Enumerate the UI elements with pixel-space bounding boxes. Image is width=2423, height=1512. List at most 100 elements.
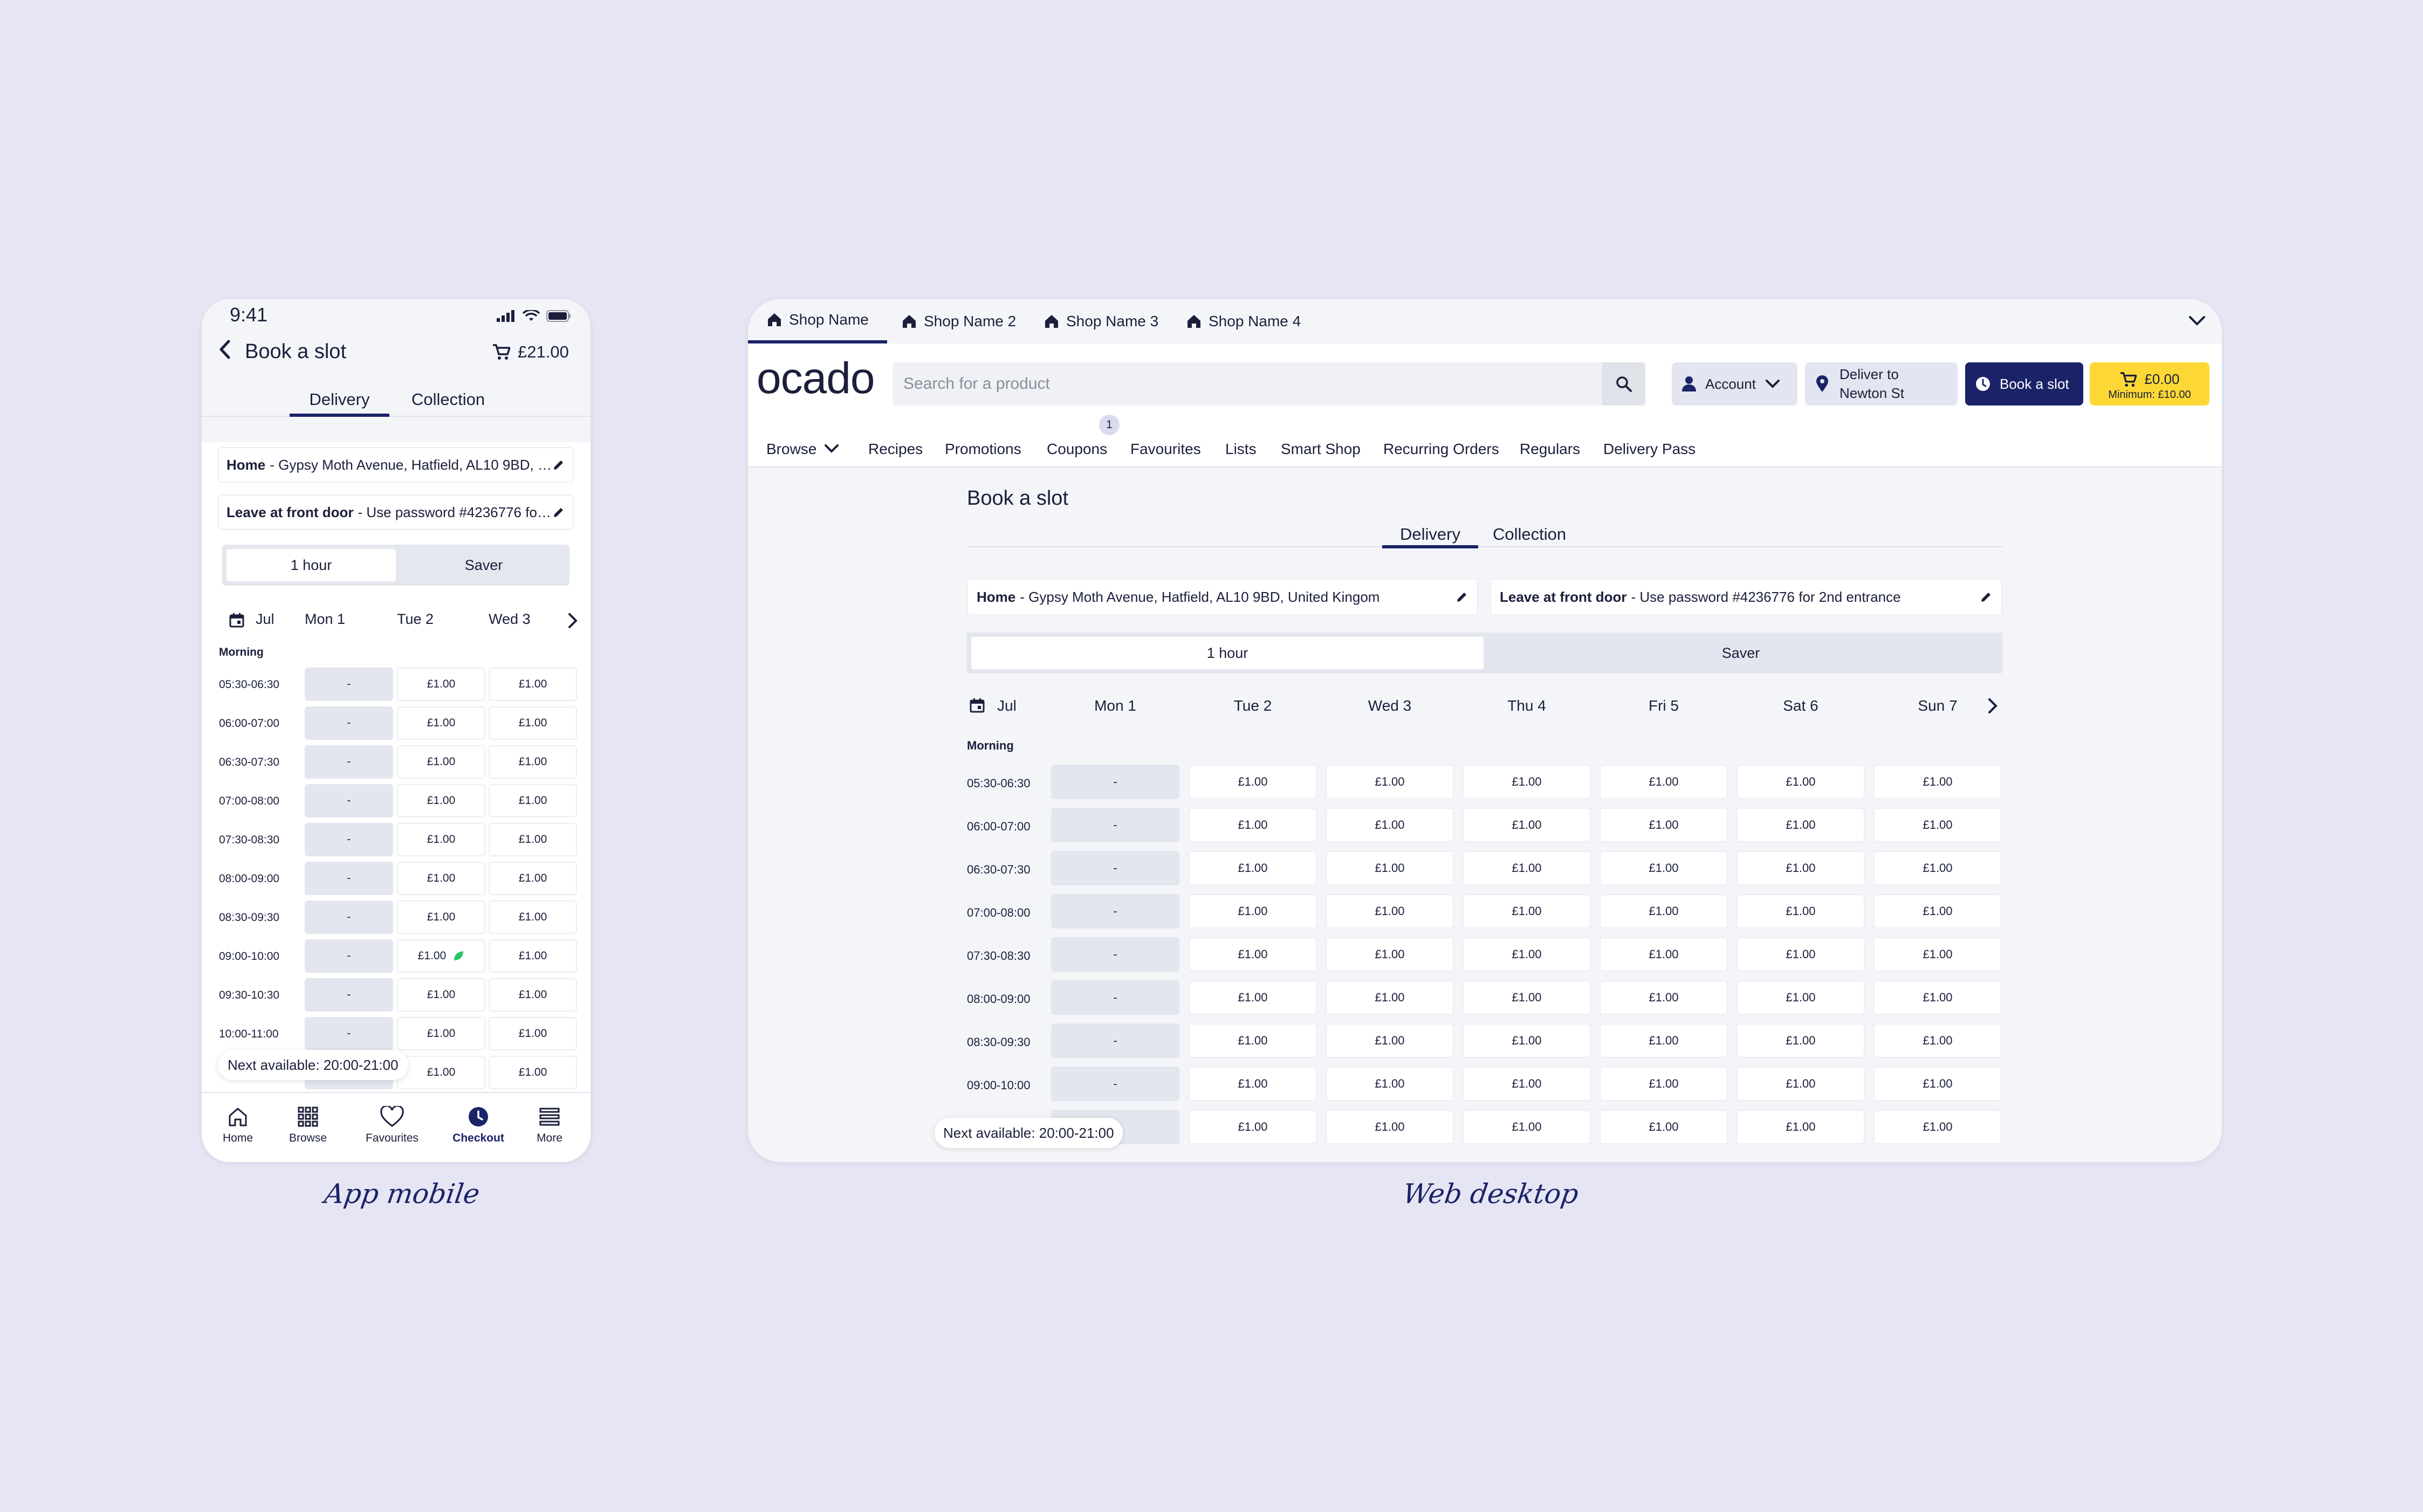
calendar-icon[interactable] xyxy=(969,697,985,713)
slot-cell[interactable]: £1.00 xyxy=(397,668,485,701)
toggle-1-hour[interactable]: 1 hour xyxy=(226,549,396,581)
slot-cell[interactable]: £1.00 xyxy=(1189,1110,1317,1144)
tab-delivery[interactable]: Delivery xyxy=(1382,525,1478,548)
book-slot-button[interactable]: Book a slot xyxy=(1965,362,2083,406)
slot-cell[interactable]: £1.00 xyxy=(1463,894,1591,929)
slot-cell[interactable]: £1.00 xyxy=(1873,980,2002,1015)
next-available-pill[interactable]: Next available: 20:00-21:00 xyxy=(935,1118,1123,1148)
slot-cell[interactable]: £1.00 xyxy=(1189,1023,1317,1058)
slot-cell[interactable]: £1.00 xyxy=(1189,765,1317,799)
slot-cell[interactable]: £1.00 xyxy=(489,1056,577,1089)
slot-cell[interactable]: £1.00 xyxy=(397,706,485,740)
chevron-right-icon[interactable] xyxy=(566,612,579,629)
slot-cell[interactable]: £1.00 xyxy=(1189,980,1317,1015)
slot-cell[interactable]: £1.00 xyxy=(1600,765,1728,799)
next-available-pill[interactable]: Next available: 20:00-21:00 xyxy=(218,1050,408,1080)
slot-cell[interactable]: £1.00 xyxy=(397,901,485,934)
slot-cell[interactable]: £1.00 xyxy=(1463,1023,1591,1058)
back-arrow-icon[interactable] xyxy=(215,337,236,362)
shop-tab-4[interactable]: Shop Name 4 xyxy=(1186,299,1301,343)
search-button[interactable] xyxy=(1602,362,1645,406)
slot-cell[interactable]: £1.00 xyxy=(1326,937,1454,972)
slot-cell[interactable]: £1.00 xyxy=(1189,1067,1317,1101)
slot-cell[interactable]: £1.00 xyxy=(1600,1110,1728,1144)
slot-cell[interactable]: £1.00 xyxy=(397,978,485,1012)
slot-cell[interactable]: £1.00 xyxy=(1189,808,1317,842)
menu-lists[interactable]: Lists xyxy=(1225,441,1257,457)
slot-cell[interactable]: £1.00 xyxy=(1326,851,1454,885)
slot-cell[interactable]: £1.00 xyxy=(397,823,485,856)
search-input[interactable] xyxy=(893,362,1599,406)
slot-cell[interactable]: £1.00 xyxy=(397,784,485,817)
slot-cell[interactable]: £1.00 xyxy=(397,862,485,895)
cart-summary[interactable]: £21.00 xyxy=(492,342,569,362)
menu-delivery-pass[interactable]: Delivery Pass xyxy=(1603,441,1696,457)
deliver-to-button[interactable]: Deliver to Newton St xyxy=(1805,362,1958,406)
slot-cell[interactable]: £1.00 xyxy=(1600,980,1728,1015)
slot-cell[interactable]: £1.00 xyxy=(1189,894,1317,929)
shop-tab-2[interactable]: Shop Name 2 xyxy=(901,299,1016,343)
slot-cell[interactable]: £1.00 xyxy=(1873,1067,2002,1101)
slot-cell[interactable]: £1.00 xyxy=(1600,894,1728,929)
slot-cell[interactable]: £1.00 xyxy=(1873,765,2002,799)
slot-cell[interactable]: £1.00 xyxy=(1463,1110,1591,1144)
slot-cell[interactable]: £1.00 xyxy=(1873,894,2002,929)
slot-cell[interactable]: £1.00 xyxy=(1326,765,1454,799)
toggle-1-hour[interactable]: 1 hour xyxy=(971,637,1484,669)
edit-pencil-icon[interactable] xyxy=(1980,590,1993,603)
nav-favourites[interactable]: Favourites xyxy=(357,1093,427,1162)
slot-cell[interactable]: £1.00 xyxy=(1873,1023,2002,1058)
slot-cell[interactable]: £1.00 xyxy=(1736,1110,1865,1144)
menu-smart-shop[interactable]: Smart Shop xyxy=(1281,441,1361,457)
edit-pencil-icon[interactable] xyxy=(552,458,565,471)
slot-cell[interactable]: £1.00 xyxy=(1873,1110,2002,1144)
slot-cell[interactable]: £1.00 xyxy=(1326,1023,1454,1058)
slot-cell[interactable]: £1.00 xyxy=(397,939,485,973)
slot-cell[interactable]: £1.00 xyxy=(489,668,577,701)
menu-recurring-orders[interactable]: Recurring Orders xyxy=(1383,441,1499,457)
slot-cell[interactable]: £1.00 xyxy=(1736,851,1865,885)
ocado-logo[interactable]: ocado xyxy=(757,354,875,403)
slot-cell[interactable]: £1.00 xyxy=(1736,808,1865,842)
slot-cell[interactable]: £1.00 xyxy=(1873,808,2002,842)
slot-cell[interactable]: £1.00 xyxy=(1189,851,1317,885)
slot-cell[interactable]: £1.00 xyxy=(1463,765,1591,799)
slot-cell[interactable]: £1.00 xyxy=(489,862,577,895)
chevron-down-icon[interactable] xyxy=(2188,314,2206,327)
menu-favourites[interactable]: Favourites xyxy=(1130,441,1201,457)
slot-cell[interactable]: £1.00 xyxy=(489,706,577,740)
slot-cell[interactable]: £1.00 xyxy=(489,939,577,973)
edit-pencil-icon[interactable] xyxy=(552,506,565,519)
nav-checkout[interactable]: Checkout xyxy=(443,1093,513,1162)
slot-cell[interactable]: £1.00 xyxy=(1600,1067,1728,1101)
slot-cell[interactable]: £1.00 xyxy=(1463,937,1591,972)
slot-cell[interactable]: £1.00 xyxy=(1736,937,1865,972)
slot-cell[interactable]: £1.00 xyxy=(1736,894,1865,929)
account-button[interactable]: Account xyxy=(1672,362,1797,406)
menu-coupons[interactable]: Coupons xyxy=(1047,441,1108,457)
slot-cell[interactable]: £1.00 xyxy=(1600,808,1728,842)
toggle-saver[interactable]: Saver xyxy=(464,556,503,573)
shop-tab-3[interactable]: Shop Name 3 xyxy=(1044,299,1158,343)
basket-button[interactable]: £0.00 Minimum: £10.00 xyxy=(2090,362,2209,406)
tab-collection[interactable]: Collection xyxy=(408,390,489,416)
instructions-field[interactable]: Leave at front door - Use password #4236… xyxy=(1490,579,2002,615)
slot-cell[interactable]: £1.00 xyxy=(1326,1067,1454,1101)
menu-promotions[interactable]: Promotions xyxy=(945,441,1021,457)
menu-regulars[interactable]: Regulars xyxy=(1520,441,1581,457)
slot-cell[interactable]: £1.00 xyxy=(1600,1023,1728,1058)
slot-cell[interactable]: £1.00 xyxy=(1463,808,1591,842)
slot-cell[interactable]: £1.00 xyxy=(1873,937,2002,972)
slot-cell[interactable]: £1.00 xyxy=(489,784,577,817)
slot-cell[interactable]: £1.00 xyxy=(1326,808,1454,842)
slot-cell[interactable]: £1.00 xyxy=(397,1056,485,1089)
tab-delivery[interactable]: Delivery xyxy=(290,390,389,417)
slot-cell[interactable]: £1.00 xyxy=(397,745,485,779)
slot-cell[interactable]: £1.00 xyxy=(1873,851,2002,885)
slot-cell[interactable]: £1.00 xyxy=(1736,765,1865,799)
slot-cell[interactable]: £1.00 xyxy=(489,823,577,856)
slot-cell[interactable]: £1.00 xyxy=(1463,980,1591,1015)
slot-cell[interactable]: £1.00 xyxy=(489,901,577,934)
slot-cell[interactable]: £1.00 xyxy=(1326,894,1454,929)
slot-cell[interactable]: £1.00 xyxy=(1463,1067,1591,1101)
